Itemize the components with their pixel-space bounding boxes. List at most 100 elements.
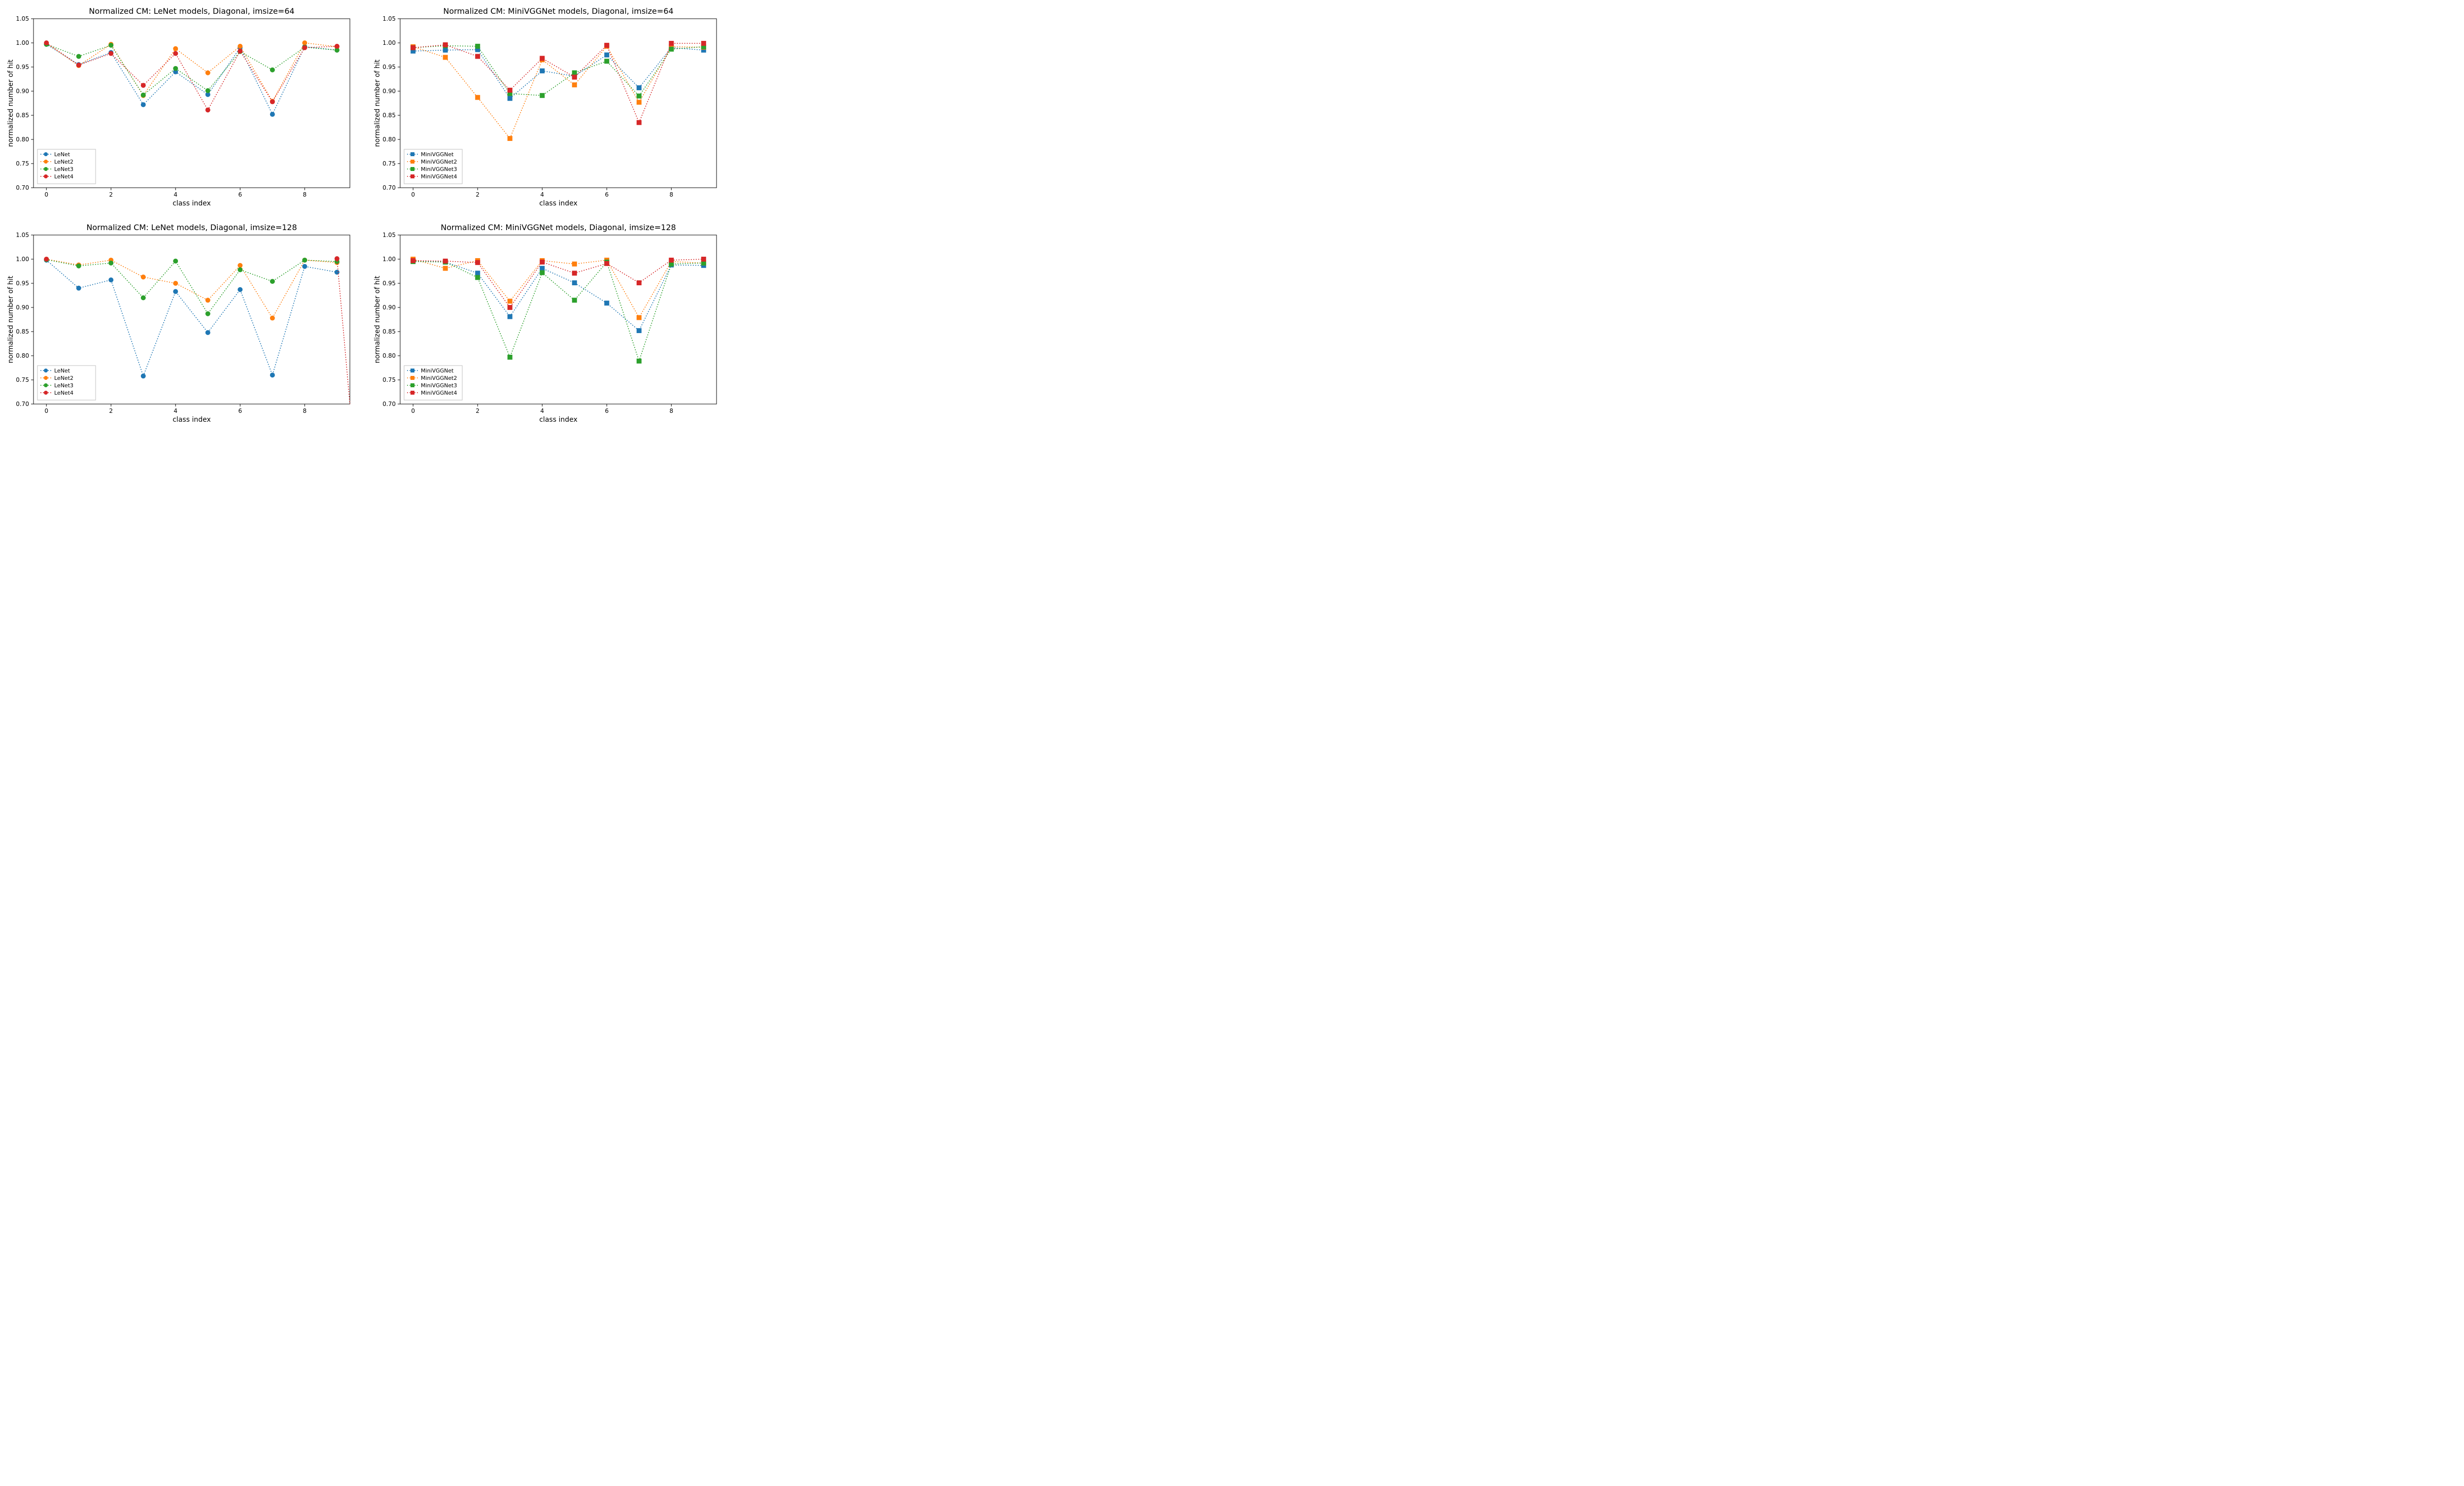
- data-marker: [173, 66, 178, 71]
- series-line: [413, 48, 704, 99]
- data-marker: [604, 43, 609, 48]
- data-marker: [637, 280, 642, 285]
- data-marker: [76, 264, 81, 269]
- ytick-label: 1.05: [16, 15, 29, 22]
- data-marker: [637, 315, 642, 320]
- data-marker: [475, 54, 480, 59]
- ytick-label: 0.75: [382, 160, 396, 167]
- ytick-label: 0.75: [382, 376, 396, 383]
- legend-marker-icon: [44, 174, 48, 178]
- legend-label: LeNet3: [54, 382, 73, 389]
- data-marker: [205, 311, 210, 316]
- data-marker: [443, 259, 448, 264]
- data-marker: [270, 68, 275, 72]
- data-marker: [44, 40, 49, 45]
- xtick-label: 6: [238, 407, 242, 414]
- xtick-label: 8: [669, 191, 673, 198]
- xtick-label: 2: [476, 407, 479, 414]
- legend-label: LeNet: [54, 151, 70, 158]
- data-marker: [173, 51, 178, 56]
- legend-label: MiniVGGNet3: [421, 382, 457, 389]
- data-marker: [205, 70, 210, 75]
- data-marker: [508, 299, 513, 304]
- data-marker: [108, 261, 113, 266]
- y-axis-label: normalized number of hit: [7, 59, 15, 147]
- ytick-label: 0.85: [382, 112, 396, 119]
- ytick-label: 0.80: [16, 352, 29, 359]
- chart-title: Normalized CM: MiniVGGNet models, Diagon…: [443, 6, 673, 16]
- data-marker: [270, 372, 275, 377]
- data-marker: [572, 82, 577, 87]
- data-marker: [173, 259, 178, 264]
- ytick-label: 0.85: [16, 328, 29, 335]
- data-marker: [572, 298, 577, 303]
- data-marker: [508, 305, 513, 310]
- legend-label: MiniVGGNet3: [421, 166, 457, 172]
- legend-marker-icon: [44, 167, 48, 171]
- data-marker: [637, 85, 642, 90]
- legend-marker-icon: [411, 174, 414, 178]
- legend-label: LeNet2: [54, 159, 73, 165]
- data-marker: [44, 257, 49, 262]
- series-line: [46, 43, 337, 110]
- data-marker: [637, 100, 642, 105]
- data-marker: [76, 286, 81, 291]
- data-marker: [205, 107, 210, 112]
- data-marker: [443, 42, 448, 47]
- ytick-label: 1.00: [16, 39, 29, 46]
- data-marker: [270, 279, 275, 284]
- ytick-label: 1.00: [16, 256, 29, 263]
- data-marker: [540, 93, 545, 98]
- data-marker: [141, 274, 146, 279]
- ytick-label: 0.95: [382, 280, 396, 287]
- data-marker: [508, 136, 513, 141]
- data-marker: [572, 70, 577, 75]
- data-marker: [76, 63, 81, 68]
- series-line: [46, 44, 337, 114]
- xtick-label: 4: [540, 191, 544, 198]
- series-line: [413, 46, 704, 138]
- legend-label: MiniVGGNet2: [421, 375, 457, 381]
- xtick-label: 2: [109, 191, 113, 198]
- data-marker: [637, 328, 642, 333]
- data-marker: [572, 280, 577, 285]
- data-marker: [205, 298, 210, 303]
- xtick-label: 0: [44, 191, 48, 198]
- legend-marker-icon: [44, 391, 48, 395]
- data-marker: [141, 83, 146, 88]
- legend-label: MiniVGGNet4: [421, 173, 457, 180]
- ytick-label: 0.80: [382, 352, 396, 359]
- data-marker: [701, 41, 706, 46]
- ytick-label: 1.05: [16, 232, 29, 238]
- xtick-label: 6: [605, 191, 609, 198]
- series-line: [46, 259, 337, 318]
- ytick-label: 0.80: [382, 136, 396, 143]
- ytick-label: 0.85: [382, 328, 396, 335]
- data-marker: [173, 289, 178, 294]
- data-marker: [637, 94, 642, 99]
- data-marker: [411, 258, 415, 263]
- data-marker: [238, 263, 242, 268]
- legend-marker-icon: [411, 383, 414, 387]
- xtick-label: 0: [44, 407, 48, 414]
- data-marker: [108, 51, 113, 56]
- data-marker: [508, 355, 513, 360]
- data-marker: [475, 260, 480, 265]
- x-axis-label: class index: [172, 200, 211, 207]
- y-axis-label: normalized number of hit: [7, 275, 15, 363]
- legend-label: LeNet: [54, 368, 70, 374]
- legend-marker-icon: [44, 376, 48, 380]
- ytick-label: 0.70: [382, 184, 396, 191]
- series-line: [413, 43, 704, 123]
- data-marker: [302, 264, 307, 269]
- data-marker: [475, 270, 480, 275]
- legend-label: MiniVGGNet: [421, 368, 454, 374]
- data-marker: [572, 75, 577, 80]
- legend-marker-icon: [411, 376, 414, 380]
- xtick-label: 4: [173, 407, 177, 414]
- xtick-label: 6: [238, 191, 242, 198]
- x-axis-label: class index: [539, 200, 578, 207]
- data-marker: [637, 120, 642, 125]
- xtick-label: 8: [303, 407, 307, 414]
- legend-marker-icon: [411, 369, 414, 372]
